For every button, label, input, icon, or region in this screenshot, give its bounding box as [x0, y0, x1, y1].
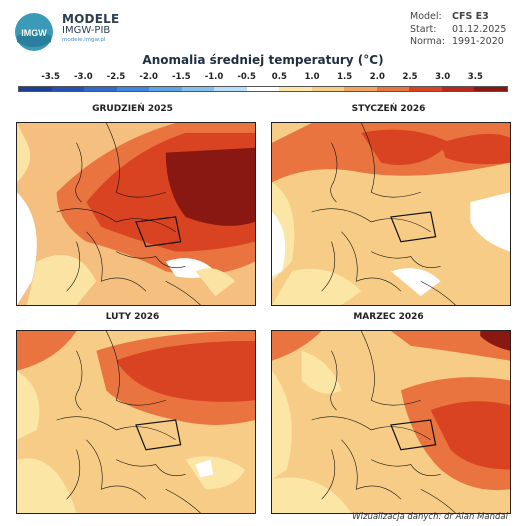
legend-color-segment	[246, 87, 280, 91]
map-panel-dec	[16, 122, 256, 306]
panel-title-dec: GRUDZIEŃ 2025	[92, 104, 173, 114]
legend-tick-label: -3.0	[74, 72, 93, 82]
legend-tick-label: -0.5	[237, 72, 256, 82]
norm-value: 1991-2020	[452, 36, 504, 47]
legend-tick-label: 3.5	[467, 72, 483, 82]
legend-color-segment	[84, 87, 117, 91]
legend-tick-label: 1.5	[337, 72, 353, 82]
legend-color-segment	[181, 87, 215, 91]
map-panel-mar	[271, 330, 511, 514]
data-credit: Wizualizacja danych: dr Alan Mandal	[352, 512, 508, 522]
legend-colorbar	[18, 86, 508, 92]
legend-tick-label: 3.0	[435, 72, 451, 82]
legend-color-segment	[409, 87, 442, 91]
legend-tick-label: -1.0	[204, 72, 224, 82]
imgw-logo: IMGW	[15, 13, 53, 51]
legend-tick-label: 0.5	[271, 72, 287, 82]
legend-color-segment	[51, 87, 85, 91]
legend-color-segment	[279, 87, 312, 91]
panel-title-mar: MARZEC 2026	[353, 312, 424, 322]
legend-color-segment	[344, 87, 377, 91]
legend-color-segment	[149, 87, 182, 91]
legend-tick-label: -1.5	[172, 72, 191, 82]
brand-url[interactable]: modele.imgw.pl	[62, 37, 106, 43]
map-title: Anomalia średniej temperatury (°C)	[142, 53, 384, 67]
panel-title-jan: STYCZEŃ 2026	[351, 104, 426, 114]
legend-tick-label: 2.5	[402, 72, 418, 82]
legend-color-segment	[19, 87, 52, 91]
brand-name: MODELE	[62, 12, 120, 26]
logo-text: IMGW	[21, 28, 47, 38]
map-panel-jan	[271, 122, 511, 306]
legend-tick-label: 2.0	[369, 72, 385, 82]
legend-tick-label: -2.5	[106, 72, 126, 82]
legend-color-segment	[376, 87, 410, 91]
legend-tick-labels: -3.5 -3.0 -2.5 -2.0 -1.5 -1.0 -0.5 0.5 1.0 1.5 2.0…	[0, 72, 526, 84]
panel-title-feb: LUTY 2026	[105, 312, 160, 322]
model-value: CFS E3	[452, 11, 489, 22]
map-panel-feb	[16, 330, 256, 514]
model-label: Model:	[410, 11, 442, 22]
brand-org: IMGW-PIB	[62, 25, 111, 36]
legend-color-segment	[441, 87, 475, 91]
start-label: Start:	[410, 23, 437, 35]
legend-color-segment	[116, 87, 150, 91]
legend-color-segment	[311, 87, 345, 91]
legend-tick-label: 1.0	[304, 72, 320, 82]
legend-color-segment	[474, 87, 507, 91]
norm-label: Norma:	[410, 36, 445, 47]
forecast-meta: Model: CFS E3 Start: 01.12.2025 Norma: 1991…	[410, 11, 506, 49]
legend-color-segment	[214, 87, 247, 91]
start-value: 01.12.2025	[452, 23, 507, 35]
legend-tick-label: -3.5	[41, 72, 60, 82]
legend-tick-label: -2.0	[139, 72, 158, 82]
